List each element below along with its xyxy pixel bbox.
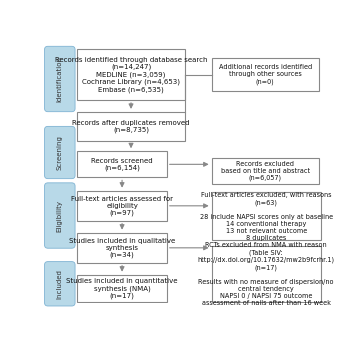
Text: Records excluded
based on title and abstract
(n=6,057): Records excluded based on title and abst… (221, 161, 310, 181)
Text: Records screened
(n=6,154): Records screened (n=6,154) (91, 158, 153, 171)
FancyBboxPatch shape (212, 158, 319, 184)
FancyBboxPatch shape (77, 275, 167, 302)
FancyBboxPatch shape (212, 246, 321, 302)
FancyBboxPatch shape (44, 46, 75, 112)
FancyBboxPatch shape (212, 192, 321, 240)
Text: Eligibility: Eligibility (57, 199, 63, 232)
FancyBboxPatch shape (77, 191, 167, 221)
Text: Screening: Screening (57, 135, 63, 170)
FancyBboxPatch shape (44, 183, 75, 248)
Text: Full-text articles assessed for
eligibility
(n=97): Full-text articles assessed for eligibil… (71, 196, 173, 216)
Text: Records identified through database search
(n=14,247)
MEDLINE (n=3,059)
Cochrane: Records identified through database sear… (55, 57, 207, 92)
Text: Included: Included (57, 269, 63, 299)
Text: Studies included in quantitative
synthesis (NMA)
(n=17): Studies included in quantitative synthes… (66, 278, 178, 299)
FancyBboxPatch shape (77, 49, 185, 100)
Text: Identification: Identification (57, 56, 63, 102)
Text: Records after duplicates removed
(n=8,735): Records after duplicates removed (n=8,73… (72, 119, 190, 133)
FancyBboxPatch shape (44, 127, 75, 179)
FancyBboxPatch shape (212, 58, 319, 91)
Text: Studies included in qualitative
synthesis
(n=34): Studies included in qualitative synthesi… (69, 238, 175, 258)
FancyBboxPatch shape (77, 112, 185, 141)
Text: Full-text articles excluded, with reasons
(n=63)

28 include NAPSI scores only a: Full-text articles excluded, with reason… (200, 192, 333, 240)
FancyBboxPatch shape (77, 233, 167, 263)
Text: RCTs excluded from NMA with reason
(Table SIV:
http://dx.doi.org/10.17632/mw2b9f: RCTs excluded from NMA with reason (Tabl… (197, 242, 335, 306)
Text: Additional records identified
through other sources
(n=0): Additional records identified through ot… (219, 64, 312, 85)
FancyBboxPatch shape (44, 262, 75, 306)
FancyBboxPatch shape (77, 151, 167, 177)
